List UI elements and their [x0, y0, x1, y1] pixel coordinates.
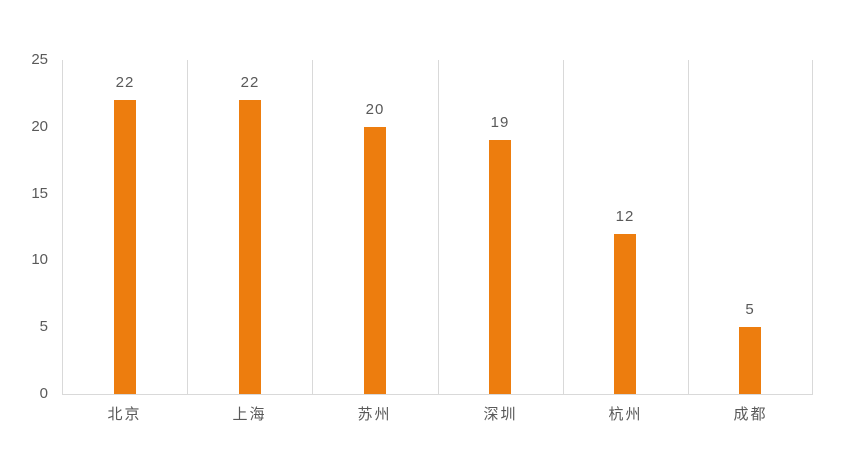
bar-成都 [739, 327, 761, 394]
gridline-vertical [688, 60, 689, 394]
y-tick-label: 25 [31, 51, 48, 68]
bar-深圳 [489, 140, 511, 394]
bar-value-label: 5 [745, 301, 755, 318]
x-category-label: 苏州 [357, 406, 392, 423]
gridline-vertical [312, 60, 313, 394]
y-tick-label: 5 [39, 318, 48, 335]
gridline-vertical [438, 60, 439, 394]
bar-苏州 [364, 127, 386, 394]
x-category-label: 成都 [733, 406, 768, 423]
x-category-label: 杭州 [608, 406, 643, 423]
plot-area: 22 22 20 19 12 5 [62, 60, 813, 395]
bar-北京 [114, 100, 136, 394]
bar-value-label: 12 [615, 208, 635, 225]
gridline-vertical [812, 60, 813, 394]
x-category-label: 上海 [232, 406, 267, 423]
y-tick-label: 15 [31, 185, 48, 202]
gridline-vertical [563, 60, 564, 394]
bar-value-label: 22 [115, 74, 135, 91]
y-tick-label: 20 [31, 118, 48, 135]
y-tick-label: 10 [31, 251, 48, 268]
bar-上海 [239, 100, 261, 394]
bar-value-label: 19 [490, 114, 510, 131]
gridline-vertical [187, 60, 188, 394]
y-tick-label: 0 [39, 385, 48, 402]
bar-value-label: 20 [365, 101, 385, 118]
x-category-label: 北京 [107, 406, 142, 423]
bar-value-label: 22 [240, 74, 260, 91]
bar-杭州 [614, 234, 636, 394]
gridline-vertical [62, 60, 63, 394]
x-category-label: 深圳 [483, 406, 518, 423]
